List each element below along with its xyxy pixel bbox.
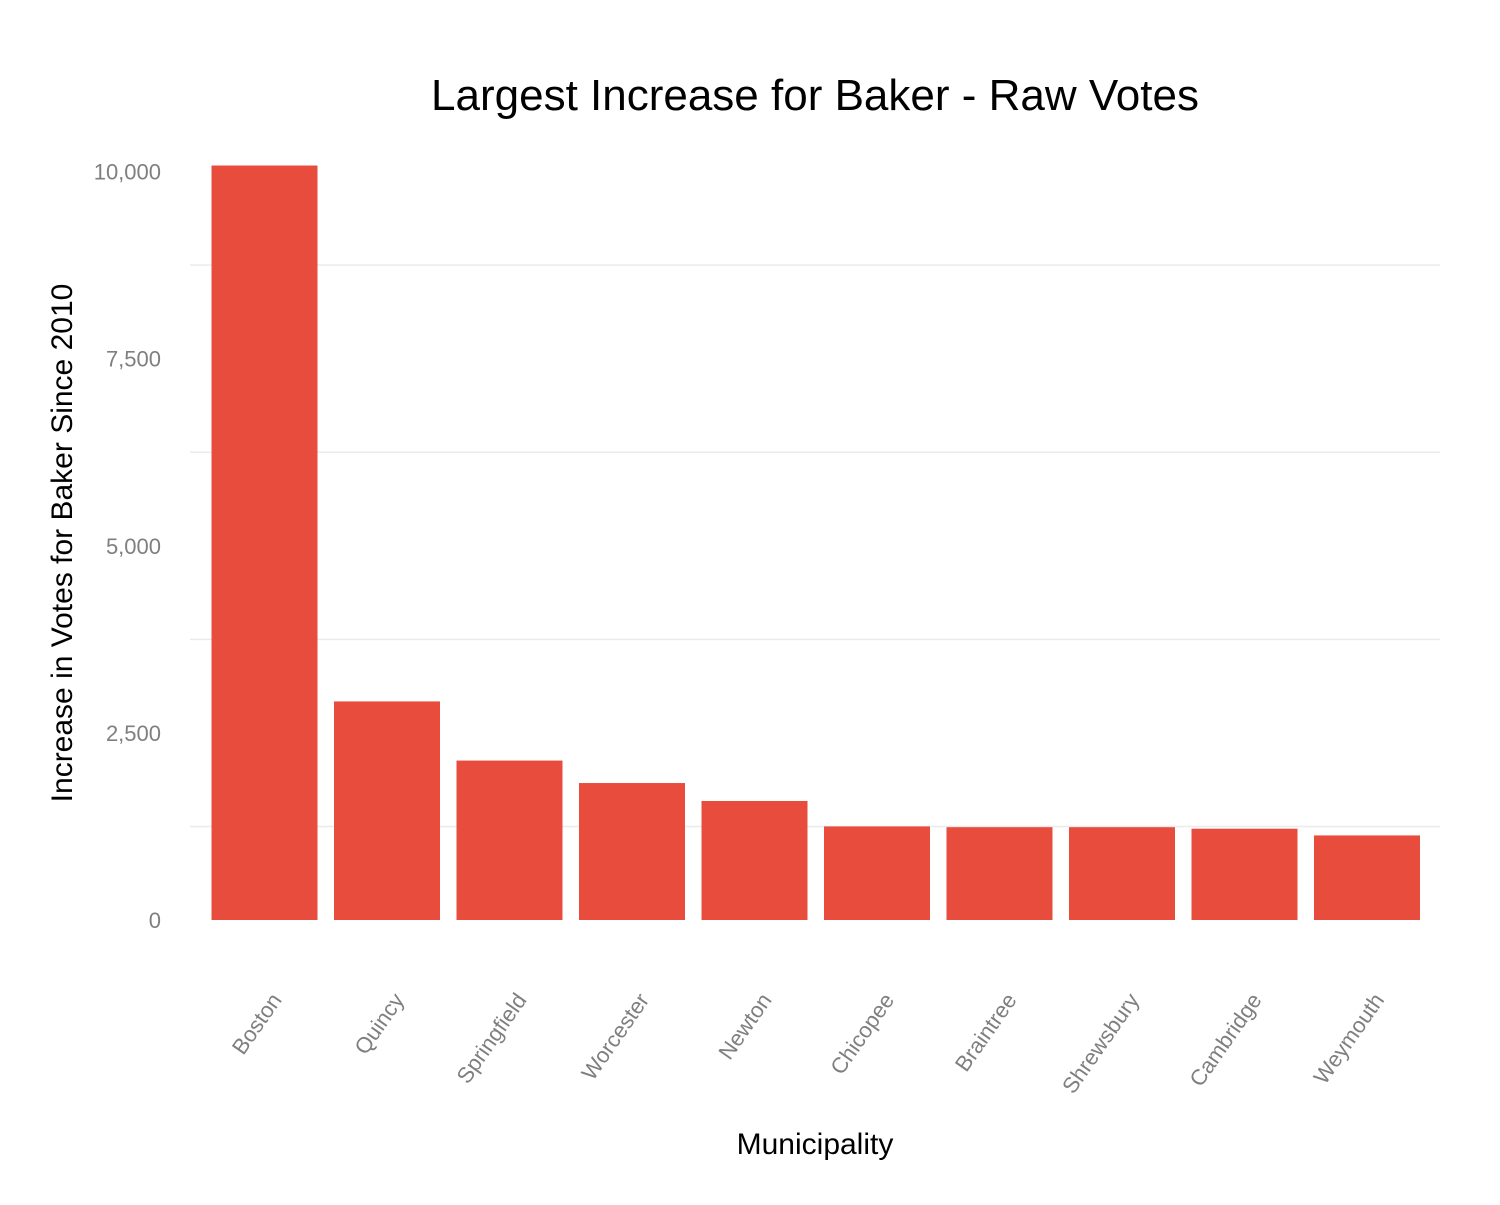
bar-weymouth [1314,835,1420,920]
bar-chicopee [824,826,930,920]
y-axis-ticks: 0 2,500 5,000 7,500 10,000 [94,160,161,934]
bar-newton [701,800,808,920]
x-tick-label: Boston [227,989,287,1059]
bar-springfield [456,760,563,920]
x-tick-label: Worcester [576,989,654,1085]
chart-title: Largest Increase for Baker - Raw Votes [431,71,1199,120]
x-tick-label: Cambridge [1184,989,1266,1091]
y-tick-label: 5,000 [106,534,161,559]
y-tick-label: 2,500 [106,721,161,746]
x-tick-label: Shrewsbury [1057,989,1144,1098]
bar-layer [211,165,1420,921]
x-tick-label: Quincy [349,989,409,1059]
x-tick-label: Springfield [451,989,531,1088]
y-tick-label: 7,500 [106,347,161,372]
bar-cambridge [1191,828,1298,920]
x-tick-label: Newton [713,989,776,1064]
y-axis-title: Increase in Votes for Baker Since 2010 [46,284,79,803]
y-tick-label: 0 [149,908,161,933]
x-tick-label: Weymouth [1309,989,1390,1089]
x-axis-title: Municipality [737,1128,894,1161]
bar-boston [211,165,318,921]
grid-layer [190,264,1440,828]
bar-worcester [579,783,685,920]
bar-shrewsbury [1069,827,1175,920]
bar-braintree [946,827,1053,920]
x-tick-label: Chicopee [825,989,899,1079]
bar-quincy [334,701,440,920]
x-tick-label: Braintree [950,989,1022,1076]
x-axis-ticks: Boston Quincy Springfield Worcester Newton Ch… [227,989,1389,1098]
y-tick-label: 10,000 [94,160,161,185]
